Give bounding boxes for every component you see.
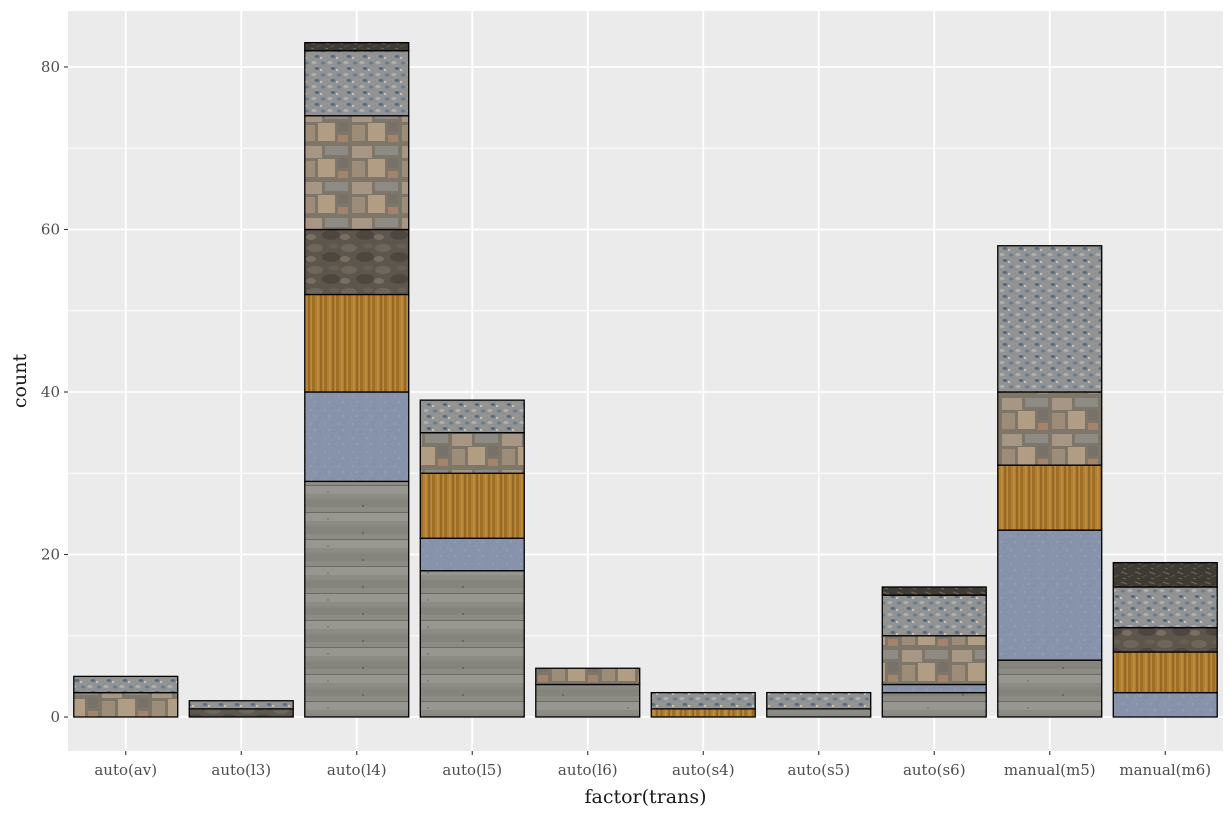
bar-segment-dark-mulch — [1112, 561, 1218, 588]
bar-segment-concrete-planks — [304, 480, 410, 718]
bar-segment-dark-mulch — [304, 41, 410, 52]
x-tick-label: auto(s6) — [903, 761, 966, 779]
bar-segment-wood-grain — [650, 708, 756, 718]
y-tick-label: 40 — [41, 383, 60, 401]
bar-segment-wood-grain — [304, 293, 410, 393]
y-tick-label: 60 — [41, 221, 60, 239]
bar-segment-flagstone — [73, 691, 179, 718]
bar-segment-wood-grain — [997, 464, 1103, 531]
x-tick-label: auto(l3) — [211, 761, 271, 779]
bar-segment-dark-rock — [304, 228, 410, 296]
x-tick-label: auto(s5) — [787, 761, 850, 779]
bar-segment-dark-mulch — [881, 586, 987, 596]
bar-segment-concrete-planks — [881, 691, 987, 718]
bar-segment-gravel — [419, 399, 525, 434]
bar-segment-blue-asphalt — [997, 529, 1103, 661]
bar-segment-concrete-planks — [766, 708, 872, 718]
bar-segment-flagstone — [881, 635, 987, 686]
x-tick-label: auto(l5) — [442, 761, 502, 779]
bar-segment-gravel — [766, 691, 872, 710]
bar-segment-dark-rock — [188, 708, 294, 718]
bar-segment-blue-asphalt — [881, 683, 987, 694]
bar-segment-gravel — [304, 50, 410, 117]
x-axis-ticks: auto(av) auto(l3) auto(l4) auto(l5) auto(l6)… — [94, 751, 1211, 779]
bar-segment-dark-rock — [1112, 626, 1218, 653]
bar-segment-concrete-planks — [535, 683, 641, 718]
bar-segment-concrete-planks — [997, 659, 1103, 718]
x-tick-label: auto(l4) — [327, 761, 387, 779]
y-tick-label: 0 — [50, 708, 60, 726]
x-tick-label: auto(av) — [94, 761, 157, 779]
bar-segment-wood-grain — [419, 472, 525, 539]
bar-segment-gravel — [188, 700, 294, 710]
y-tick-label: 80 — [41, 58, 60, 76]
bar-segment-wood-grain — [1112, 651, 1218, 694]
bar-segment-gravel — [997, 245, 1103, 393]
bar-segment-flagstone — [304, 115, 410, 231]
bar-segment-gravel — [650, 691, 756, 710]
x-tick-label: manual(m5) — [1004, 761, 1096, 779]
bar-segment-flagstone — [419, 431, 525, 474]
x-tick-label: auto(l6) — [558, 761, 618, 779]
bar-segment-gravel — [73, 675, 179, 694]
bar-segment-blue-asphalt — [1112, 691, 1218, 718]
bar-segment-flagstone — [997, 391, 1103, 466]
y-axis-title: count — [9, 354, 31, 409]
x-axis-title: factor(trans) — [584, 786, 706, 808]
y-tick-label: 20 — [41, 546, 60, 564]
bar-segment-flagstone — [535, 667, 641, 686]
bars — [73, 41, 1218, 718]
bar-segment-blue-asphalt — [419, 537, 525, 572]
bar-segment-blue-asphalt — [304, 391, 410, 483]
x-tick-label: auto(s4) — [672, 761, 735, 779]
y-axis-ticks: 0 20 40 60 80 — [41, 58, 68, 726]
x-tick-label: manual(m6) — [1119, 761, 1211, 779]
bar-segment-gravel — [1112, 586, 1218, 629]
bar-segment-concrete-planks — [419, 570, 525, 718]
bar-segment-gravel — [881, 594, 987, 637]
